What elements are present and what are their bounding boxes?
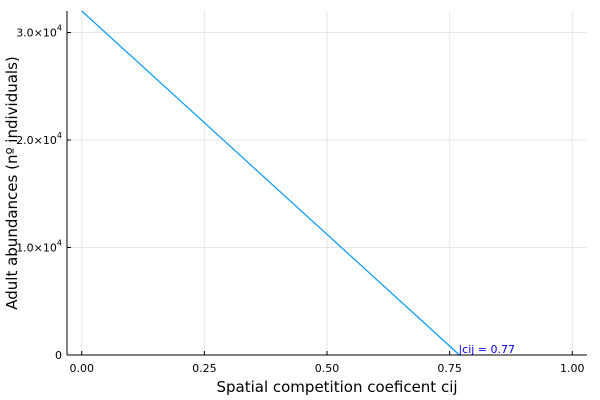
y-tick-label-base: 2.0×10 (16, 134, 57, 147)
x-tick-label: 1.00 (560, 362, 585, 375)
annotations: |cij = 0.77 (458, 343, 515, 356)
annotation-label: |cij = 0.77 (458, 343, 515, 356)
x-axis-title: Spatial competition coeficent cij (216, 378, 457, 396)
y-tick-label: 1.0×104 (16, 239, 62, 255)
series-line (81, 10, 460, 356)
y-axis-title: Adult abundances (nº individuals) (3, 56, 21, 310)
y-tick-label: 3.0×104 (16, 24, 62, 40)
y-tick-label-exponent: 4 (57, 239, 62, 248)
y-tick-label-exponent: 4 (57, 131, 62, 140)
y-tick-label-base: 0 (55, 349, 62, 362)
axes (66, 11, 587, 356)
x-tick-label: 0.00 (69, 362, 94, 375)
y-tick-label-base: 1.0×10 (16, 242, 57, 255)
y-tick-label-exponent: 4 (57, 24, 62, 33)
series-layer (81, 10, 460, 356)
x-tick-label: 0.25 (192, 362, 217, 375)
x-tick-label: 0.75 (437, 362, 462, 375)
tick-labels: 0.00 0.25 0.50 0.75 1.0001.0×1042.0×1043.0×1… (16, 24, 584, 376)
y-tick-label: 2.0×104 (16, 131, 62, 147)
y-tick-label-base: 3.0×10 (16, 27, 57, 40)
x-tick-label: 0.50 (315, 362, 340, 375)
y-tick-label: 0 (55, 349, 62, 362)
